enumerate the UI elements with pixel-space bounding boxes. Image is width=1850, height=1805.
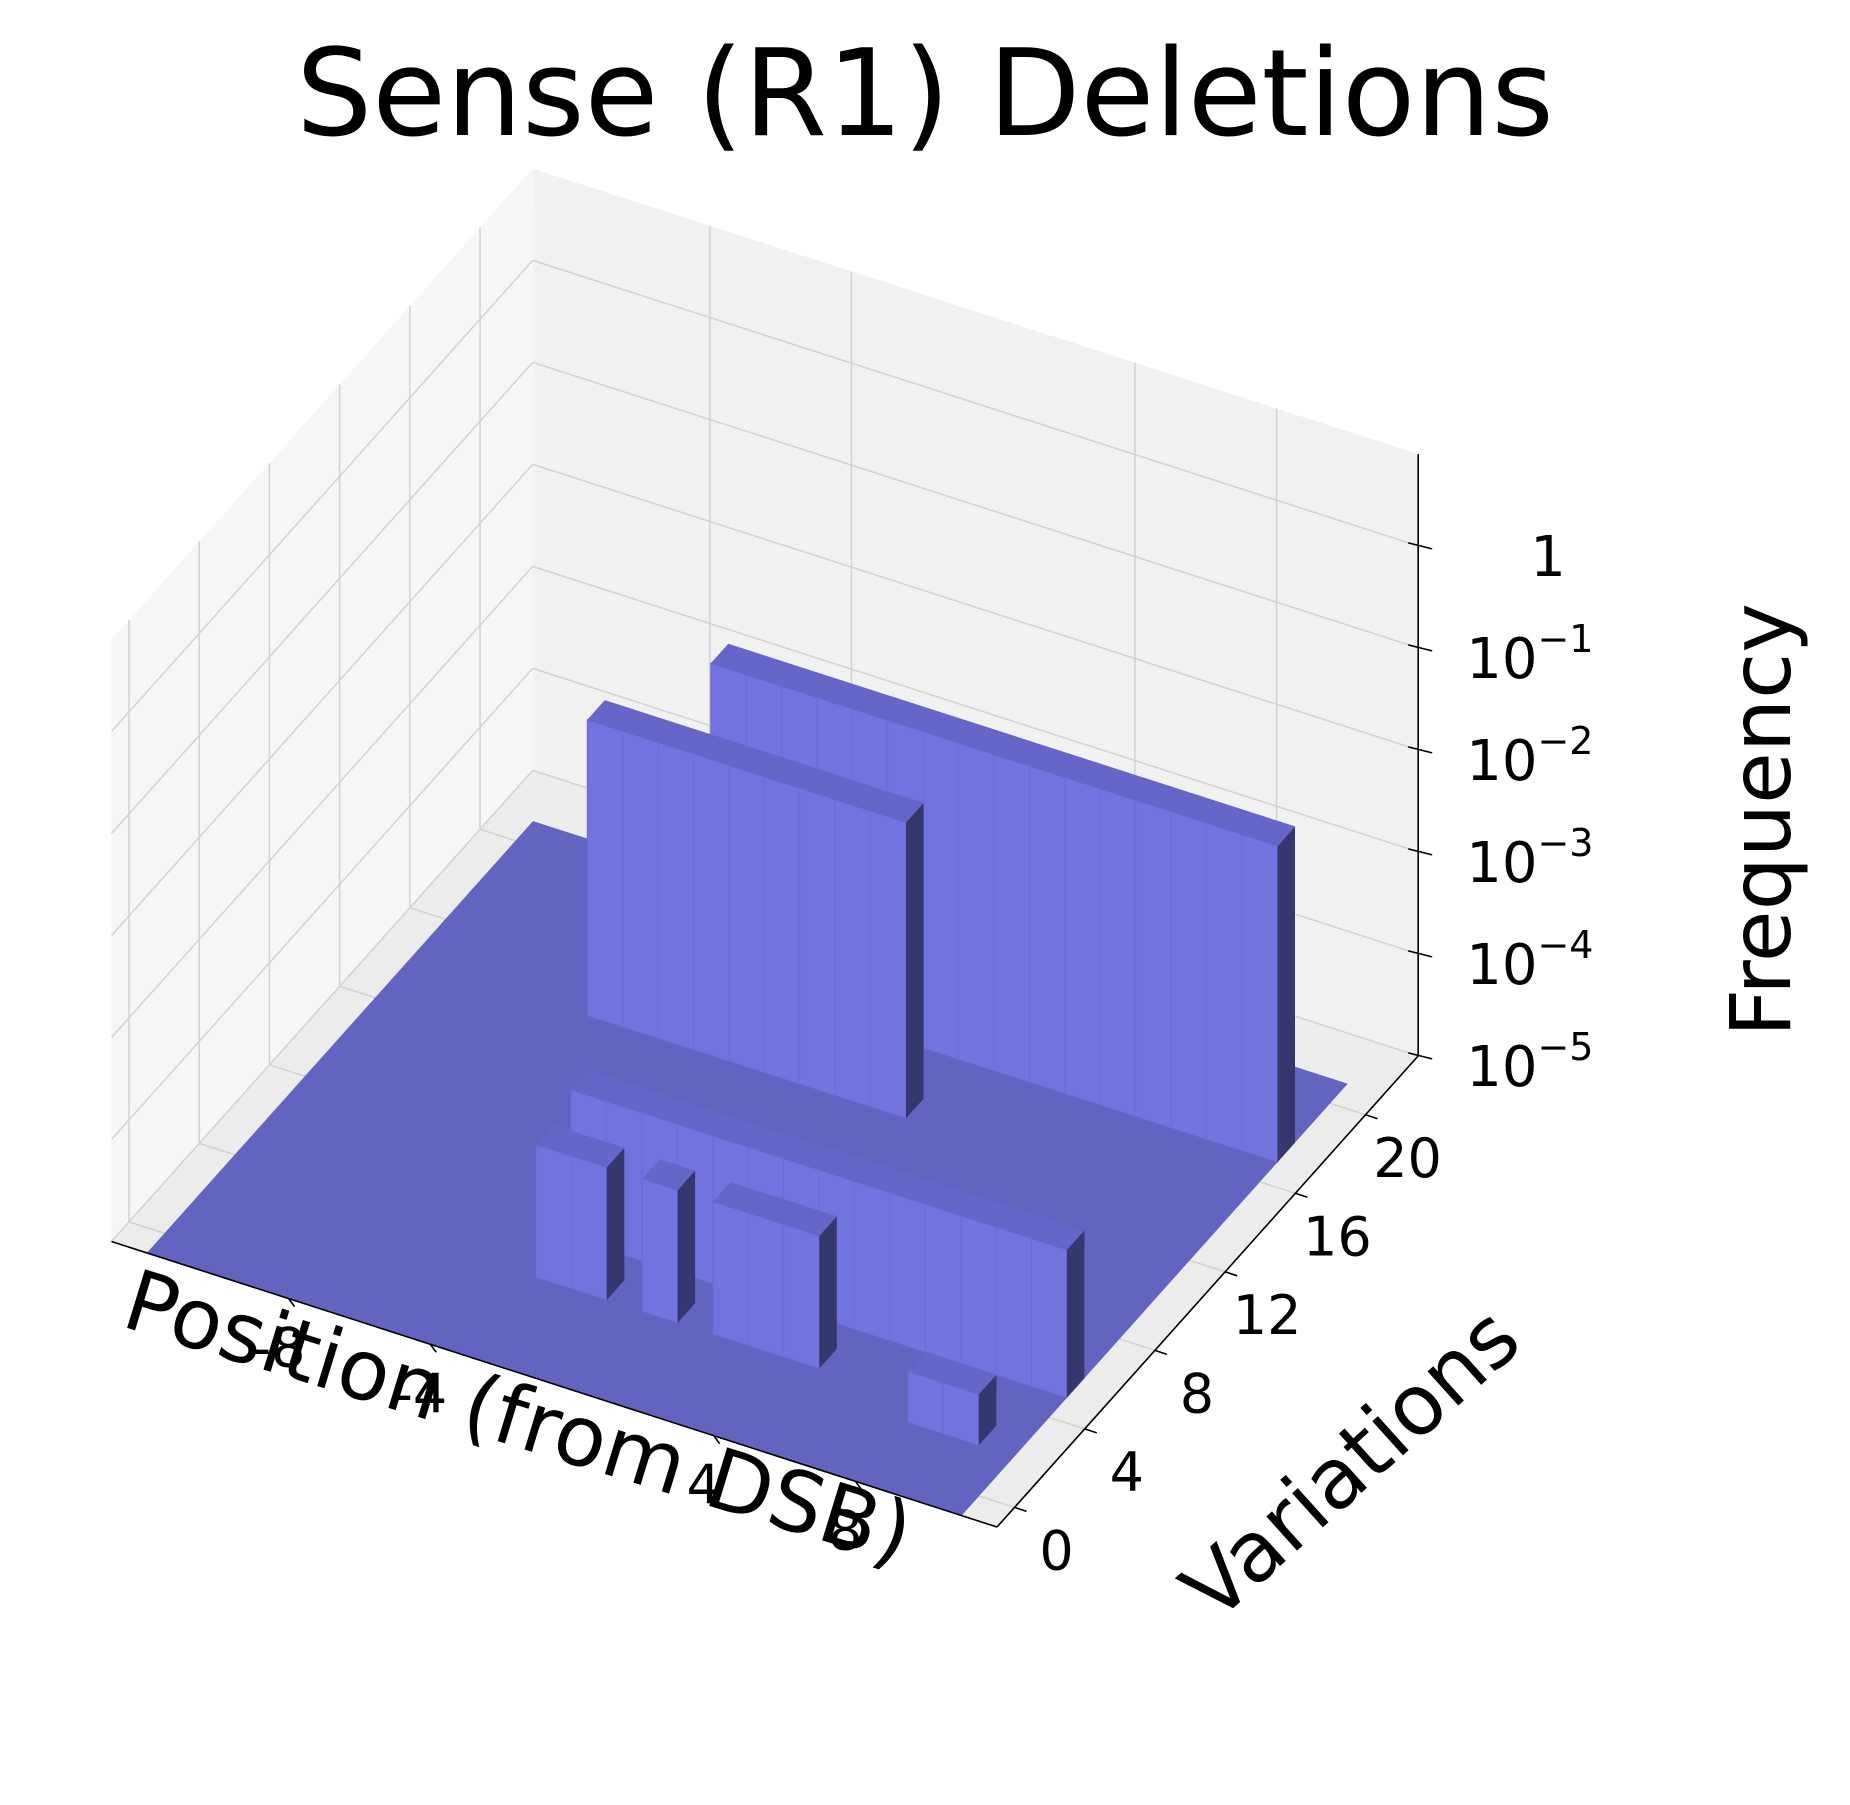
left-grid-line bbox=[110, 565, 534, 1038]
x-axis-line bbox=[111, 1240, 998, 1528]
bar bbox=[535, 1125, 625, 1301]
y-tick-label: 4 bbox=[1110, 1441, 1144, 1504]
x-tick bbox=[854, 1480, 862, 1490]
bar-top-face bbox=[908, 1351, 997, 1395]
bar-top-face bbox=[587, 700, 924, 823]
x-tick-label: 4 bbox=[686, 1454, 720, 1517]
left-pane bbox=[111, 168, 533, 1242]
bar-side-face bbox=[978, 1374, 997, 1446]
y-tick bbox=[1154, 1349, 1168, 1356]
bar bbox=[586, 700, 924, 1119]
bar-side-face bbox=[606, 1147, 625, 1300]
y-tick bbox=[1365, 1114, 1378, 1120]
back-grid-line bbox=[532, 565, 1419, 853]
bar-top-face bbox=[710, 643, 1295, 846]
y-axis-label: Variations bbox=[1163, 1288, 1538, 1639]
z-tick bbox=[1408, 1052, 1433, 1060]
x-tick bbox=[429, 1343, 437, 1353]
bar-top-face bbox=[642, 1159, 696, 1191]
y-tick bbox=[1224, 1271, 1238, 1277]
bar-side-face bbox=[677, 1170, 696, 1323]
y-tick-label: 20 bbox=[1373, 1127, 1442, 1190]
z-tick-label: 10−2 bbox=[1466, 719, 1593, 794]
x-tick-label: 8 bbox=[828, 1499, 862, 1562]
z-tick-label: 10−3 bbox=[1466, 821, 1593, 896]
bar bbox=[907, 1351, 997, 1446]
x-tick-label: -8 bbox=[252, 1317, 306, 1380]
bar-side-face bbox=[1277, 826, 1295, 1163]
bar-side-face bbox=[906, 802, 924, 1119]
left-grid-line bbox=[110, 769, 534, 1242]
z-tick-label: 10−4 bbox=[1466, 923, 1593, 998]
bar-side-face bbox=[1066, 1230, 1085, 1398]
bar-top-face bbox=[713, 1182, 837, 1236]
z-tick bbox=[1408, 644, 1433, 652]
bar bbox=[641, 1159, 696, 1324]
chart-title: Sense (R1) Deletions bbox=[296, 25, 1554, 164]
y-axis-line bbox=[996, 1055, 1419, 1528]
y-tick bbox=[1295, 1192, 1308, 1199]
back-grid-line bbox=[532, 259, 1419, 547]
bar bbox=[712, 1182, 837, 1370]
y-tick-label: 0 bbox=[1039, 1519, 1073, 1582]
z-tick bbox=[1408, 848, 1433, 856]
bar-top-face bbox=[571, 1070, 1085, 1250]
y-tick bbox=[1014, 1506, 1027, 1513]
bar-side-face bbox=[819, 1216, 837, 1369]
left-grid-line bbox=[110, 667, 534, 1140]
left-grid-line bbox=[110, 259, 534, 732]
x-tick-label: -4 bbox=[393, 1362, 447, 1425]
z-tick-label: 10−1 bbox=[1466, 617, 1593, 692]
z-tick bbox=[1408, 950, 1433, 958]
y-tick bbox=[1084, 1428, 1098, 1434]
y-tick-label: 12 bbox=[1233, 1284, 1302, 1347]
z-axis-label: Frequency bbox=[1712, 603, 1810, 1037]
z-tick bbox=[1408, 542, 1433, 550]
x-tick bbox=[287, 1298, 296, 1308]
bars bbox=[535, 643, 1295, 1446]
x-tick bbox=[713, 1435, 721, 1445]
bar-front-face bbox=[641, 1178, 679, 1324]
bar-top-face bbox=[535, 1125, 625, 1168]
y-tick-label: 8 bbox=[1180, 1362, 1214, 1425]
left-grid-line bbox=[110, 463, 534, 936]
back-grid-line bbox=[532, 361, 1419, 649]
z-tick-label: 1 bbox=[1530, 525, 1566, 590]
back-grid-line bbox=[532, 463, 1419, 751]
z-tick-label: 10−5 bbox=[1466, 1025, 1593, 1100]
left-grid-line bbox=[110, 361, 534, 834]
y-tick-label: 16 bbox=[1303, 1205, 1372, 1268]
z-tick bbox=[1408, 746, 1433, 754]
